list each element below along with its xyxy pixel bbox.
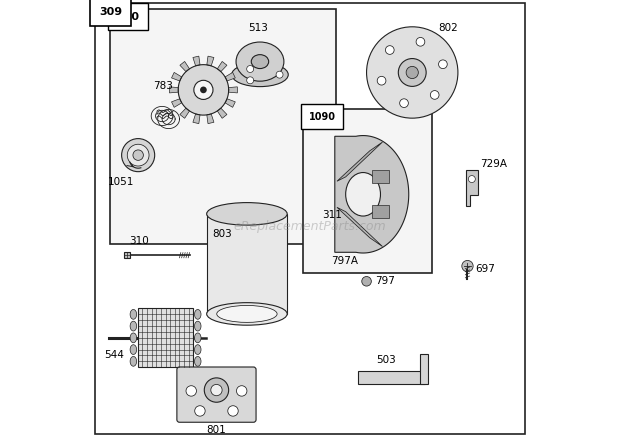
- Ellipse shape: [130, 333, 136, 343]
- Circle shape: [398, 59, 426, 86]
- Circle shape: [194, 80, 213, 99]
- Polygon shape: [229, 87, 237, 93]
- Circle shape: [122, 138, 154, 172]
- Bar: [138, 308, 193, 367]
- Bar: [110, 9, 336, 244]
- Bar: [372, 205, 389, 218]
- Text: 803: 803: [212, 229, 232, 239]
- Ellipse shape: [195, 345, 201, 354]
- Circle shape: [204, 378, 229, 402]
- Circle shape: [406, 67, 419, 78]
- Bar: [358, 371, 425, 384]
- Ellipse shape: [195, 310, 201, 319]
- Bar: [420, 354, 428, 384]
- Circle shape: [247, 66, 254, 72]
- FancyBboxPatch shape: [177, 367, 256, 422]
- Polygon shape: [193, 114, 200, 124]
- Circle shape: [416, 38, 425, 46]
- Polygon shape: [180, 108, 190, 118]
- Circle shape: [247, 77, 254, 84]
- Bar: [124, 252, 130, 258]
- Ellipse shape: [206, 303, 287, 325]
- Circle shape: [133, 150, 143, 160]
- Text: 311: 311: [322, 210, 342, 220]
- Polygon shape: [218, 61, 227, 72]
- Polygon shape: [193, 56, 200, 66]
- Text: 503: 503: [376, 355, 396, 365]
- Text: eReplacementParts.com: eReplacementParts.com: [234, 220, 386, 233]
- Circle shape: [438, 60, 447, 69]
- Text: 1051: 1051: [107, 177, 134, 187]
- Bar: [206, 214, 287, 314]
- Polygon shape: [218, 108, 227, 118]
- Text: 801: 801: [206, 425, 226, 435]
- Circle shape: [186, 386, 197, 396]
- Text: 802: 802: [438, 23, 458, 33]
- Polygon shape: [172, 99, 182, 107]
- Text: 309: 309: [99, 7, 122, 17]
- Ellipse shape: [130, 345, 136, 354]
- Polygon shape: [207, 114, 214, 124]
- Bar: [303, 110, 432, 272]
- Ellipse shape: [236, 42, 284, 81]
- Circle shape: [400, 99, 409, 107]
- Ellipse shape: [130, 310, 136, 319]
- Ellipse shape: [195, 333, 201, 343]
- Circle shape: [468, 176, 476, 183]
- Circle shape: [386, 46, 394, 54]
- Polygon shape: [172, 72, 182, 81]
- Ellipse shape: [206, 203, 287, 225]
- Ellipse shape: [130, 321, 136, 331]
- Circle shape: [228, 406, 238, 416]
- Text: 513: 513: [248, 23, 268, 33]
- Circle shape: [276, 71, 283, 78]
- Circle shape: [195, 406, 205, 416]
- Text: 510: 510: [117, 11, 140, 21]
- Ellipse shape: [346, 173, 381, 216]
- Polygon shape: [337, 207, 383, 247]
- Ellipse shape: [195, 357, 201, 366]
- Ellipse shape: [232, 63, 288, 87]
- Text: 1090: 1090: [309, 112, 335, 122]
- Ellipse shape: [130, 357, 136, 366]
- Polygon shape: [335, 136, 409, 253]
- Polygon shape: [466, 170, 478, 206]
- Polygon shape: [225, 72, 236, 81]
- Polygon shape: [337, 142, 383, 181]
- Text: 544: 544: [104, 350, 124, 360]
- Polygon shape: [169, 87, 179, 93]
- Text: 797: 797: [375, 276, 395, 286]
- Circle shape: [377, 76, 386, 85]
- Polygon shape: [225, 99, 236, 107]
- Text: 783: 783: [153, 81, 173, 91]
- Ellipse shape: [217, 305, 277, 322]
- Polygon shape: [180, 61, 190, 72]
- Circle shape: [178, 65, 229, 115]
- Circle shape: [430, 91, 439, 99]
- Circle shape: [127, 144, 149, 166]
- Ellipse shape: [195, 321, 201, 331]
- Circle shape: [462, 261, 473, 272]
- Text: 310: 310: [130, 237, 149, 247]
- Circle shape: [236, 386, 247, 396]
- Text: 697: 697: [476, 264, 495, 274]
- Circle shape: [366, 27, 458, 118]
- Ellipse shape: [251, 55, 268, 69]
- Circle shape: [211, 385, 222, 396]
- Polygon shape: [207, 56, 214, 66]
- Text: 797A: 797A: [331, 256, 358, 266]
- Bar: [372, 170, 389, 184]
- Text: 729A: 729A: [480, 159, 507, 169]
- Circle shape: [362, 276, 371, 286]
- Circle shape: [200, 87, 206, 93]
